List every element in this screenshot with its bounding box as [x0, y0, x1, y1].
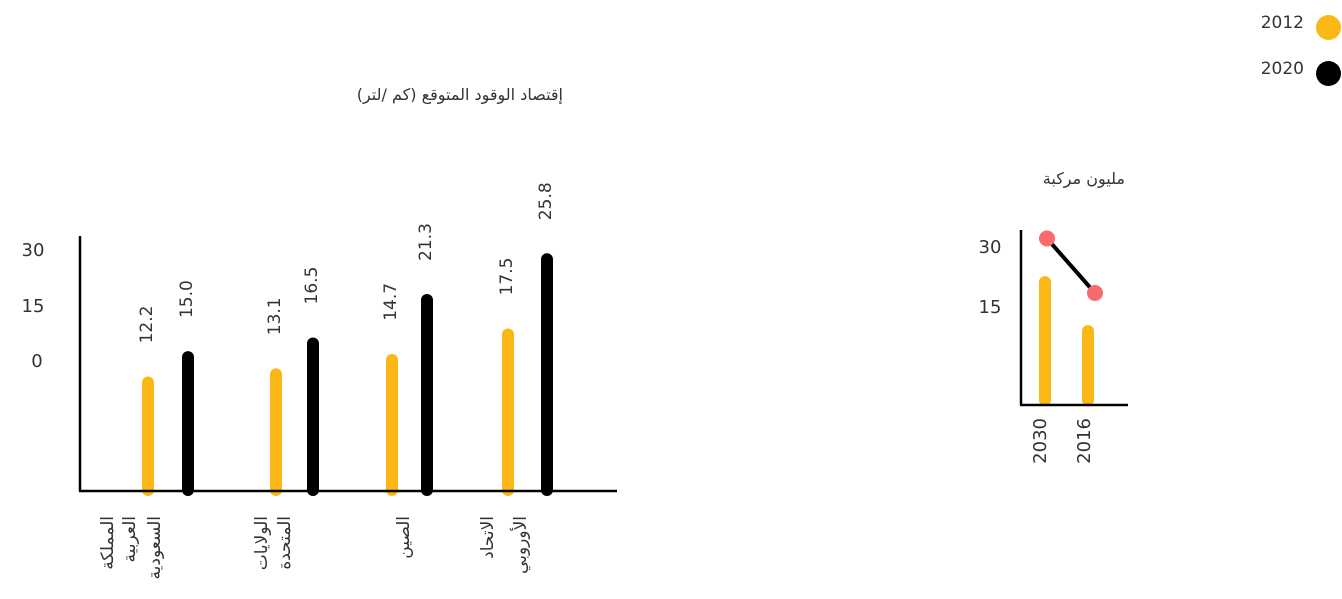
category-label: العربية [120, 516, 140, 562]
category-label: السعودية [145, 516, 165, 579]
fuel-economy-bars [142, 253, 553, 496]
category-label: المملكة [98, 516, 118, 570]
value-label-2012-1: 12.2 [137, 306, 157, 344]
category-label-2030: 2030 [1030, 418, 1051, 464]
trend-point-2030 [1039, 230, 1055, 247]
vehicles-category-labels: 2030 2016 [1030, 418, 1095, 464]
legend-swatch-2020 [1316, 61, 1341, 86]
fuel-economy-category-labels: المملكة العربية السعودية الولايات المتحدة الص… [98, 516, 531, 579]
category-label: الولايات [252, 516, 272, 570]
legend-label-2020: 2020 [1260, 59, 1304, 79]
value-label-2012-2: 13.1 [265, 297, 285, 335]
y-tick-label: 30 [22, 240, 45, 261]
category-label: الصين [394, 516, 414, 559]
trend-line-segment [1045, 236, 1097, 295]
value-label-2020-4: 25.8 [536, 182, 556, 220]
y-tick-label: 0 [31, 351, 42, 372]
value-label-2012-4: 17.5 [497, 258, 517, 296]
legend-swatch-2012 [1316, 15, 1341, 40]
value-label-2020-2: 16.5 [302, 267, 322, 305]
value-label-2012-3: 14.7 [381, 283, 401, 321]
fuel-economy-y-ticks: 30 15 0 [22, 240, 45, 372]
value-label-2020-1: 15.0 [177, 280, 197, 318]
legend-item-2020: 2020 [1222, 58, 1342, 88]
fuel-economy-chart: إقتصاد الوقود المتوقع (كم /لتر) 30 15 0 … [22, 85, 617, 579]
legend: 2012 2020 [1222, 12, 1342, 92]
category-label: المتحدة [275, 516, 295, 570]
y-tick-label: 15 [979, 297, 1002, 318]
vehicles-bars [1039, 276, 1094, 406]
legend-item-2012: 2012 [1222, 12, 1342, 42]
trend-point-2016 [1087, 285, 1103, 301]
vehicles-trend-line [1039, 230, 1103, 301]
category-label: الأوروبي [510, 516, 531, 574]
category-label: الاتحاد [478, 516, 498, 559]
category-label-2016: 2016 [1074, 418, 1095, 464]
y-tick-label: 15 [22, 296, 45, 317]
vehicles-chart-title: مليون مركبة [1043, 169, 1125, 189]
fuel-economy-chart-title: إقتصاد الوقود المتوقع (كم /لتر) [357, 85, 563, 105]
y-tick-label: 30 [979, 237, 1002, 258]
value-label-2020-3: 21.3 [416, 223, 436, 261]
legend-label-2012: 2012 [1260, 13, 1304, 33]
vehicles-chart: مليون مركبة 30 15 2030 2016 [979, 169, 1128, 464]
fuel-economy-value-labels: 12.2 13.1 14.7 17.5 15.0 16.5 21.3 25.8 [137, 182, 556, 343]
